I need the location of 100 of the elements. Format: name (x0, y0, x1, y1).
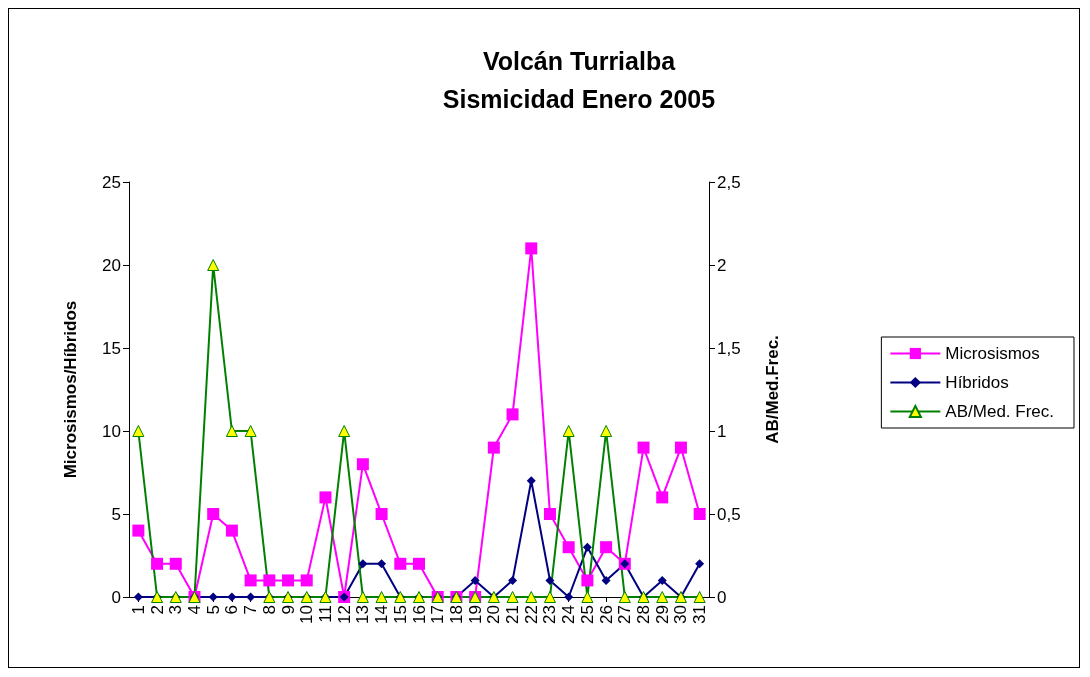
x-tick-label: 1 (128, 605, 148, 615)
point (525, 242, 538, 255)
x-tick-label: 10 (297, 605, 317, 624)
point (356, 591, 369, 603)
y2-tick-label: 1 (717, 421, 727, 441)
point (244, 425, 257, 437)
point (600, 541, 613, 554)
x-tick-label: 29 (652, 605, 672, 624)
x-tick-label: 27 (615, 605, 635, 624)
point (413, 557, 425, 570)
x-tick-label: 22 (521, 605, 541, 624)
x-tick-label: 19 (465, 605, 485, 624)
x-tick-label: 2 (147, 605, 167, 615)
point (656, 491, 669, 504)
x-tick-label: 30 (671, 605, 691, 624)
x-tick-label: 18 (446, 605, 466, 624)
point (225, 425, 238, 437)
point (543, 508, 556, 520)
point (637, 441, 650, 454)
point (693, 591, 706, 603)
point (207, 508, 220, 520)
x-tick-label: 8 (259, 605, 279, 615)
x-tick-label: 5 (203, 605, 223, 615)
x-tick-label: 7 (241, 605, 261, 615)
legend-label: Microsismos (945, 344, 1040, 363)
point (693, 508, 706, 520)
x-tick-label: 6 (222, 605, 242, 615)
point (695, 559, 705, 569)
point (208, 592, 218, 602)
x-tick-label: 24 (559, 605, 579, 624)
point (133, 592, 143, 602)
point (470, 575, 480, 585)
point (207, 259, 220, 271)
point (282, 574, 295, 587)
x-tick-label: 13 (353, 605, 373, 624)
point (582, 542, 592, 552)
x-tick-label: 11 (315, 605, 335, 623)
x-tick-label: 16 (409, 605, 429, 624)
point (375, 508, 388, 520)
y-tick-label: 0 (111, 587, 121, 607)
x-tick-label: 20 (484, 605, 504, 624)
x-tick-label: 21 (503, 605, 523, 624)
point (132, 425, 145, 437)
point (394, 557, 407, 570)
point (338, 425, 351, 437)
point (356, 458, 369, 471)
x-tick-label: 15 (390, 605, 410, 624)
point (525, 591, 538, 603)
y-tick-label: 25 (102, 172, 121, 192)
point (543, 591, 556, 603)
point (244, 574, 257, 587)
y2-axis-title: AB/Med.Frec. (763, 335, 782, 444)
point (169, 557, 182, 570)
point (506, 591, 519, 603)
x-tick-label: 17 (428, 605, 448, 624)
y2-tick-label: 0,5 (717, 504, 741, 524)
x-tick-label: 25 (577, 605, 597, 624)
point (656, 591, 669, 603)
point (300, 574, 313, 587)
x-tick-label: 23 (540, 605, 560, 624)
y2-tick-label: 2 (717, 255, 727, 275)
y2-tick-label: 2,5 (717, 172, 741, 192)
point (657, 575, 667, 585)
y-tick-label: 10 (102, 421, 121, 441)
point (508, 575, 518, 585)
x-tick-label: 14 (372, 605, 392, 624)
point (487, 441, 500, 454)
point (562, 541, 575, 554)
y-axis-title: Microsismos/Híbridos (61, 300, 80, 479)
x-tick-label: 9 (278, 605, 298, 615)
y-tick-label: 5 (111, 504, 121, 524)
x-tick-label: 4 (184, 605, 204, 615)
x-tick-label: 28 (634, 605, 654, 624)
x-tick-label: 26 (596, 605, 616, 624)
x-tick-label: 12 (334, 605, 354, 624)
point (601, 575, 611, 585)
point (377, 559, 387, 569)
point (132, 524, 145, 537)
y2-tick-label: 0 (717, 587, 727, 607)
chart-title: Volcán Turrialba Sismicidad Enero 2005 (442, 47, 716, 113)
point (375, 591, 388, 603)
point (263, 574, 276, 587)
point (506, 408, 519, 421)
point (618, 591, 631, 603)
y2-tick-label: 1,5 (717, 338, 741, 358)
x-tick-label: 3 (166, 605, 186, 615)
point (358, 559, 368, 569)
point (227, 592, 237, 602)
y-tick-label: 20 (102, 255, 121, 275)
point (225, 524, 238, 537)
point (319, 491, 332, 504)
point (562, 425, 575, 437)
point (581, 574, 594, 587)
y-tick-label: 15 (102, 338, 121, 358)
x-tick-label: 31 (690, 605, 710, 624)
legend-label: AB/Med. Frec. (945, 402, 1054, 421)
point (674, 441, 687, 454)
point (151, 557, 164, 570)
legend-label: Híbridos (945, 373, 1009, 392)
point (564, 592, 574, 602)
